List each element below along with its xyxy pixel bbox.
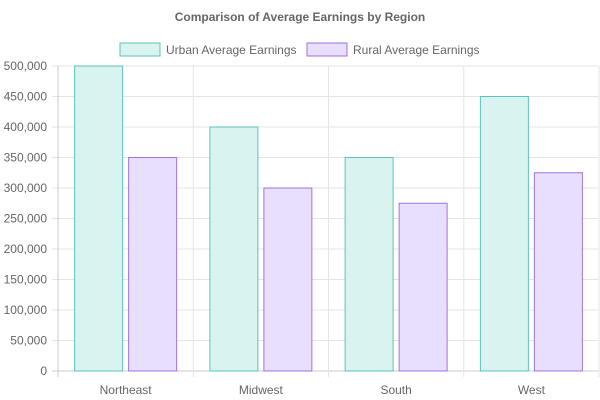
y-tick-label: 450,000 <box>4 90 48 104</box>
y-tick-label: 250,000 <box>4 212 48 226</box>
bar-urban-northeast[interactable] <box>74 65 124 372</box>
legend: Urban Average Earnings Rural Average Ear… <box>119 42 480 57</box>
bar-urban-west[interactable] <box>479 96 529 372</box>
bar-urban-south[interactable] <box>344 157 394 372</box>
x-tick-label: Northeast <box>100 383 153 397</box>
y-tick-label: 350,000 <box>4 151 48 165</box>
x-tick-label: South <box>380 383 411 397</box>
legend-item-urban[interactable]: Urban Average Earnings <box>119 42 297 57</box>
y-tick-label: 150,000 <box>4 273 48 287</box>
x-tick-label: Midwest <box>239 383 284 397</box>
bar-rural-south[interactable] <box>398 202 448 372</box>
legend-item-rural[interactable]: Rural Average Earnings <box>306 42 480 57</box>
legend-swatch-urban <box>119 42 161 57</box>
bar-rural-midwest[interactable] <box>263 187 313 372</box>
chart-title: Comparison of Average Earnings by Region <box>175 10 426 24</box>
x-axis-ticks: Northeast Midwest South West <box>100 383 546 397</box>
x-tick-label: West <box>518 383 546 397</box>
bar-rural-west[interactable] <box>533 172 583 372</box>
y-tick-label: 100,000 <box>4 303 48 317</box>
y-tick-label: 300,000 <box>4 181 48 195</box>
y-tick-label: 0 <box>40 364 47 378</box>
bar-rural-northeast[interactable] <box>128 157 178 372</box>
bar-urban-midwest[interactable] <box>209 126 259 372</box>
y-tick-label: 400,000 <box>4 120 48 134</box>
y-tick-label: 500,000 <box>4 59 48 73</box>
x-gridlines <box>192 66 600 377</box>
legend-swatch-rural <box>306 42 348 57</box>
legend-label-rural: Rural Average Earnings <box>353 43 480 57</box>
bars <box>74 65 583 372</box>
y-tick-label: 200,000 <box>4 242 48 256</box>
legend-label-urban: Urban Average Earnings <box>166 43 297 57</box>
y-tick-label: 50,000 <box>10 334 47 348</box>
y-axis-ticks: 0 50,000 100,000 150,000 200,000 250,000 300,0… <box>4 59 48 378</box>
